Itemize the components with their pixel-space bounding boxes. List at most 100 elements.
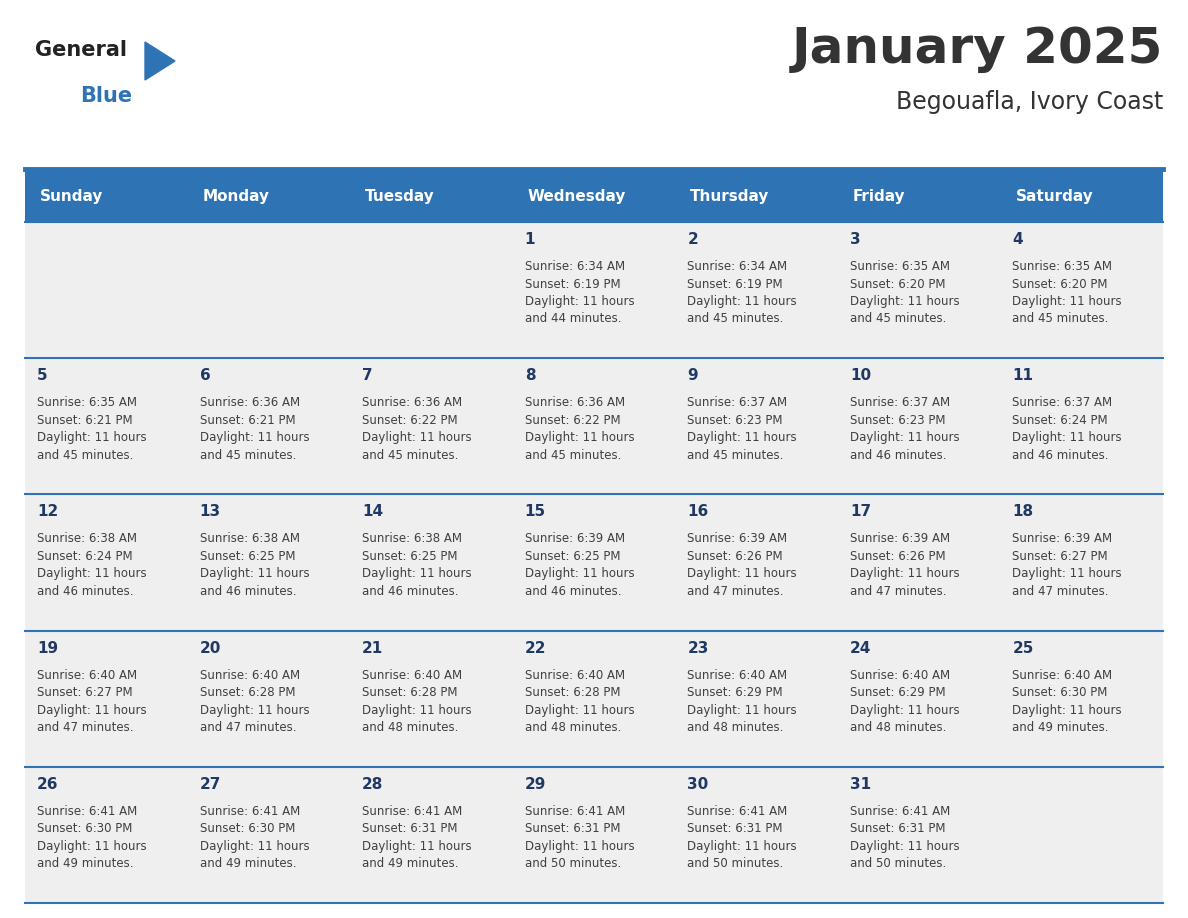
- Text: Sunrise: 6:36 AM: Sunrise: 6:36 AM: [200, 397, 299, 409]
- Text: Sunset: 6:28 PM: Sunset: 6:28 PM: [362, 686, 457, 700]
- Text: Daylight: 11 hours: Daylight: 11 hours: [525, 431, 634, 444]
- Bar: [838, 495, 1000, 631]
- Text: Friday: Friday: [853, 188, 905, 204]
- Bar: [25, 358, 188, 495]
- Bar: [675, 631, 838, 767]
- Text: 7: 7: [362, 368, 373, 383]
- Bar: [1000, 631, 1163, 767]
- Text: Daylight: 11 hours: Daylight: 11 hours: [37, 840, 146, 853]
- Text: Sunset: 6:31 PM: Sunset: 6:31 PM: [849, 823, 946, 835]
- Text: Daylight: 11 hours: Daylight: 11 hours: [525, 567, 634, 580]
- Text: Sunrise: 6:41 AM: Sunrise: 6:41 AM: [849, 805, 950, 818]
- Text: General: General: [34, 40, 127, 60]
- Text: Sunrise: 6:39 AM: Sunrise: 6:39 AM: [1012, 532, 1112, 545]
- Text: Blue: Blue: [80, 86, 132, 106]
- Bar: [25, 170, 1163, 222]
- Text: Begouafla, Ivory Coast: Begouafla, Ivory Coast: [896, 90, 1163, 114]
- Text: 13: 13: [200, 504, 221, 520]
- Bar: [25, 631, 188, 767]
- Text: Daylight: 11 hours: Daylight: 11 hours: [688, 295, 797, 308]
- Text: Thursday: Thursday: [690, 188, 770, 204]
- Text: and 44 minutes.: and 44 minutes.: [525, 312, 621, 326]
- Text: Daylight: 11 hours: Daylight: 11 hours: [688, 703, 797, 717]
- Text: and 46 minutes.: and 46 minutes.: [200, 585, 296, 598]
- Text: 19: 19: [37, 641, 58, 655]
- Text: 8: 8: [525, 368, 536, 383]
- Text: Daylight: 11 hours: Daylight: 11 hours: [525, 295, 634, 308]
- Text: Sunset: 6:25 PM: Sunset: 6:25 PM: [525, 550, 620, 563]
- Bar: [838, 222, 1000, 358]
- Text: 18: 18: [1012, 504, 1034, 520]
- Text: Daylight: 11 hours: Daylight: 11 hours: [362, 431, 472, 444]
- Bar: [350, 358, 513, 495]
- Text: Sunrise: 6:40 AM: Sunrise: 6:40 AM: [849, 668, 950, 681]
- Bar: [188, 495, 350, 631]
- Text: Daylight: 11 hours: Daylight: 11 hours: [1012, 703, 1121, 717]
- Text: Sunrise: 6:38 AM: Sunrise: 6:38 AM: [200, 532, 299, 545]
- Text: and 45 minutes.: and 45 minutes.: [362, 449, 459, 462]
- Text: 29: 29: [525, 777, 546, 792]
- Text: Daylight: 11 hours: Daylight: 11 hours: [849, 703, 960, 717]
- Bar: [675, 222, 838, 358]
- Text: January 2025: January 2025: [791, 25, 1163, 73]
- Text: Sunset: 6:25 PM: Sunset: 6:25 PM: [362, 550, 457, 563]
- Text: Sunset: 6:23 PM: Sunset: 6:23 PM: [688, 414, 783, 427]
- Text: Sunrise: 6:35 AM: Sunrise: 6:35 AM: [37, 397, 137, 409]
- Text: and 47 minutes.: and 47 minutes.: [37, 722, 133, 734]
- Bar: [513, 222, 675, 358]
- Bar: [1000, 767, 1163, 903]
- Text: Sunset: 6:28 PM: Sunset: 6:28 PM: [200, 686, 295, 700]
- Text: Daylight: 11 hours: Daylight: 11 hours: [1012, 431, 1121, 444]
- Bar: [350, 495, 513, 631]
- Text: and 50 minutes.: and 50 minutes.: [525, 857, 621, 870]
- Text: Sunset: 6:26 PM: Sunset: 6:26 PM: [849, 550, 946, 563]
- Bar: [513, 358, 675, 495]
- Text: 2: 2: [688, 232, 699, 247]
- Text: and 46 minutes.: and 46 minutes.: [849, 449, 947, 462]
- Bar: [513, 631, 675, 767]
- Text: Sunset: 6:26 PM: Sunset: 6:26 PM: [688, 550, 783, 563]
- Text: Sunset: 6:27 PM: Sunset: 6:27 PM: [1012, 550, 1108, 563]
- Text: Sunrise: 6:40 AM: Sunrise: 6:40 AM: [525, 668, 625, 681]
- Text: and 45 minutes.: and 45 minutes.: [688, 449, 784, 462]
- Text: and 46 minutes.: and 46 minutes.: [525, 585, 621, 598]
- Text: Daylight: 11 hours: Daylight: 11 hours: [37, 567, 146, 580]
- Text: 10: 10: [849, 368, 871, 383]
- Text: Daylight: 11 hours: Daylight: 11 hours: [849, 567, 960, 580]
- Text: 30: 30: [688, 777, 708, 792]
- Text: 25: 25: [1012, 641, 1034, 655]
- Text: Daylight: 11 hours: Daylight: 11 hours: [200, 703, 309, 717]
- Text: 27: 27: [200, 777, 221, 792]
- Text: Sunrise: 6:39 AM: Sunrise: 6:39 AM: [849, 532, 950, 545]
- Text: Daylight: 11 hours: Daylight: 11 hours: [362, 703, 472, 717]
- Text: 14: 14: [362, 504, 384, 520]
- Text: 23: 23: [688, 641, 709, 655]
- Bar: [513, 495, 675, 631]
- Bar: [188, 631, 350, 767]
- Text: Sunrise: 6:37 AM: Sunrise: 6:37 AM: [688, 397, 788, 409]
- Text: 31: 31: [849, 777, 871, 792]
- Text: Sunrise: 6:39 AM: Sunrise: 6:39 AM: [688, 532, 788, 545]
- Bar: [675, 495, 838, 631]
- Text: Sunset: 6:21 PM: Sunset: 6:21 PM: [37, 414, 133, 427]
- Text: 28: 28: [362, 777, 384, 792]
- Text: Sunrise: 6:41 AM: Sunrise: 6:41 AM: [525, 805, 625, 818]
- Text: Daylight: 11 hours: Daylight: 11 hours: [849, 295, 960, 308]
- Text: 9: 9: [688, 368, 697, 383]
- Text: and 47 minutes.: and 47 minutes.: [200, 722, 296, 734]
- Bar: [1000, 358, 1163, 495]
- Text: 20: 20: [200, 641, 221, 655]
- Bar: [1000, 222, 1163, 358]
- Text: Sunrise: 6:34 AM: Sunrise: 6:34 AM: [688, 260, 788, 273]
- Text: and 45 minutes.: and 45 minutes.: [688, 312, 784, 326]
- Text: Sunset: 6:27 PM: Sunset: 6:27 PM: [37, 686, 133, 700]
- Text: Sunset: 6:30 PM: Sunset: 6:30 PM: [200, 823, 295, 835]
- Text: Sunrise: 6:35 AM: Sunrise: 6:35 AM: [849, 260, 950, 273]
- Text: Daylight: 11 hours: Daylight: 11 hours: [200, 431, 309, 444]
- Text: and 47 minutes.: and 47 minutes.: [1012, 585, 1108, 598]
- Text: Sunrise: 6:41 AM: Sunrise: 6:41 AM: [362, 805, 462, 818]
- Text: Wednesday: Wednesday: [527, 188, 626, 204]
- Text: 24: 24: [849, 641, 871, 655]
- Text: Sunrise: 6:40 AM: Sunrise: 6:40 AM: [200, 668, 299, 681]
- Text: Sunday: Sunday: [40, 188, 103, 204]
